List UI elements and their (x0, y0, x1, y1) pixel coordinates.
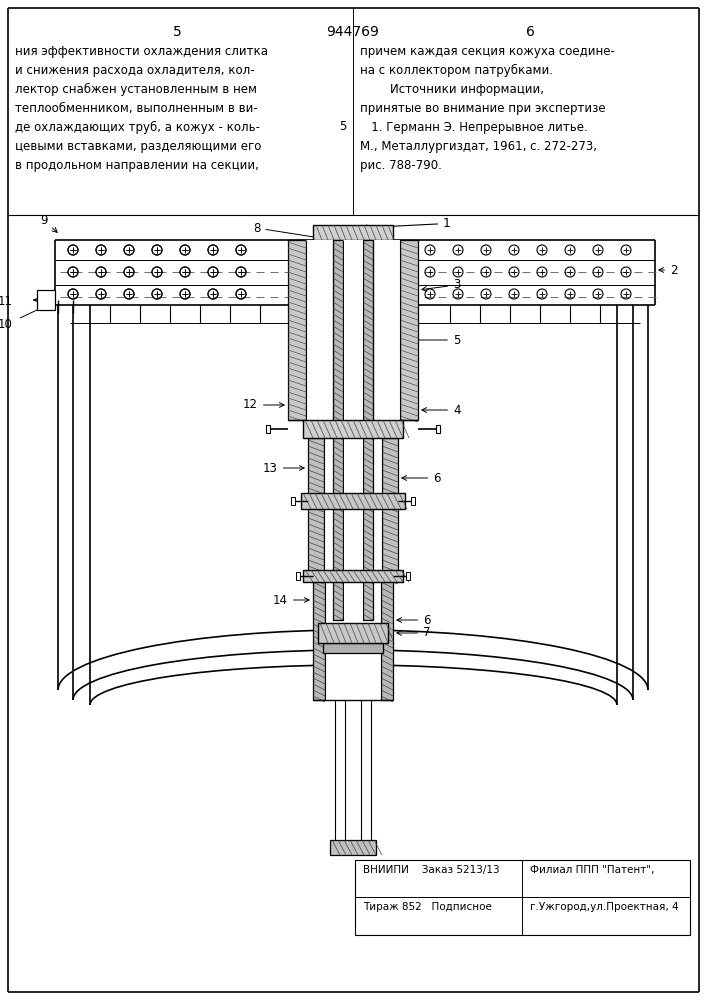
Bar (306, 240, 333, 420)
Text: г.Ужгород,ул.Проектная, 4: г.Ужгород,ул.Проектная, 4 (530, 902, 679, 912)
Bar (303, 570, 403, 582)
Bar (313, 225, 393, 240)
Text: 1: 1 (362, 217, 451, 230)
Text: 12: 12 (243, 398, 284, 412)
Text: 6: 6 (397, 613, 431, 626)
Bar (335, 240, 371, 840)
Bar (382, 438, 398, 580)
Bar (436, 425, 440, 433)
Text: 7: 7 (397, 626, 431, 640)
Text: Источники информации,: Источники информации, (360, 83, 544, 96)
Text: рис. 788-790.: рис. 788-790. (360, 159, 442, 172)
Text: Филиал ППП "Патент",: Филиал ППП "Патент", (530, 865, 655, 875)
Text: причем каждая секция кожуха соедине-: причем каждая секция кожуха соедине- (360, 45, 615, 58)
Text: и снижения расхода охладителя, кол-: и снижения расхода охладителя, кол- (15, 64, 255, 77)
Bar (343, 240, 363, 620)
Bar (37, 290, 55, 310)
Text: 5: 5 (377, 334, 460, 347)
Bar (400, 240, 418, 420)
Bar (324, 438, 382, 580)
Bar (373, 240, 400, 420)
Bar (301, 493, 405, 509)
Bar (323, 643, 383, 653)
Text: принятые во внимание при экспертизе: принятые во внимание при экспертизе (360, 102, 606, 115)
Text: 9: 9 (40, 214, 57, 232)
Bar (313, 580, 325, 700)
Text: 5: 5 (173, 25, 182, 39)
Text: де охлаждающих труб, а кожух - коль-: де охлаждающих труб, а кожух - коль- (15, 121, 260, 134)
Bar (291, 497, 295, 505)
Text: 1. Германн Э. Непрерывное литье.: 1. Германн Э. Непрерывное литье. (360, 121, 588, 134)
Bar (303, 420, 403, 438)
Bar (308, 438, 324, 580)
Text: лектор снабжен установленным в нем: лектор снабжен установленным в нем (15, 83, 257, 96)
Text: 2: 2 (659, 263, 677, 276)
Text: 10: 10 (0, 318, 13, 331)
Bar (325, 580, 381, 700)
Bar (288, 240, 306, 420)
Text: 8: 8 (253, 222, 329, 241)
Bar (355, 860, 690, 935)
Text: теплообменником, выполненным в ви-: теплообменником, выполненным в ви- (15, 102, 258, 115)
Bar (411, 497, 415, 505)
Bar (266, 425, 270, 433)
Text: 5: 5 (339, 120, 347, 133)
Text: цевыми вставками, разделяющими его: цевыми вставками, разделяющими его (15, 140, 262, 153)
Text: М., Металлургиздат, 1961, с. 272-273,: М., Металлургиздат, 1961, с. 272-273, (360, 140, 597, 153)
Text: 4: 4 (422, 403, 460, 416)
Text: 944769: 944769 (327, 25, 380, 39)
Text: ВНИИПИ    Заказ 5213/13: ВНИИПИ Заказ 5213/13 (363, 865, 500, 875)
Text: в продольном направлении на секции,: в продольном направлении на секции, (15, 159, 259, 172)
Text: 6: 6 (525, 25, 534, 39)
Text: 6: 6 (402, 472, 440, 485)
Bar (318, 623, 388, 643)
Text: 11: 11 (0, 295, 13, 308)
Text: 13: 13 (263, 462, 304, 475)
Text: 14: 14 (273, 593, 309, 606)
Bar (406, 572, 410, 580)
Bar (333, 240, 343, 620)
Bar (363, 240, 373, 620)
Text: Тираж 852   Подписное: Тираж 852 Подписное (363, 902, 492, 912)
Text: 3: 3 (422, 278, 460, 292)
Text: ния эффективности охлаждения слитка: ния эффективности охлаждения слитка (15, 45, 268, 58)
Text: на с коллектором патрубками.: на с коллектором патрубками. (360, 64, 553, 77)
Bar (381, 580, 393, 700)
Bar (330, 840, 376, 855)
Bar (296, 572, 300, 580)
